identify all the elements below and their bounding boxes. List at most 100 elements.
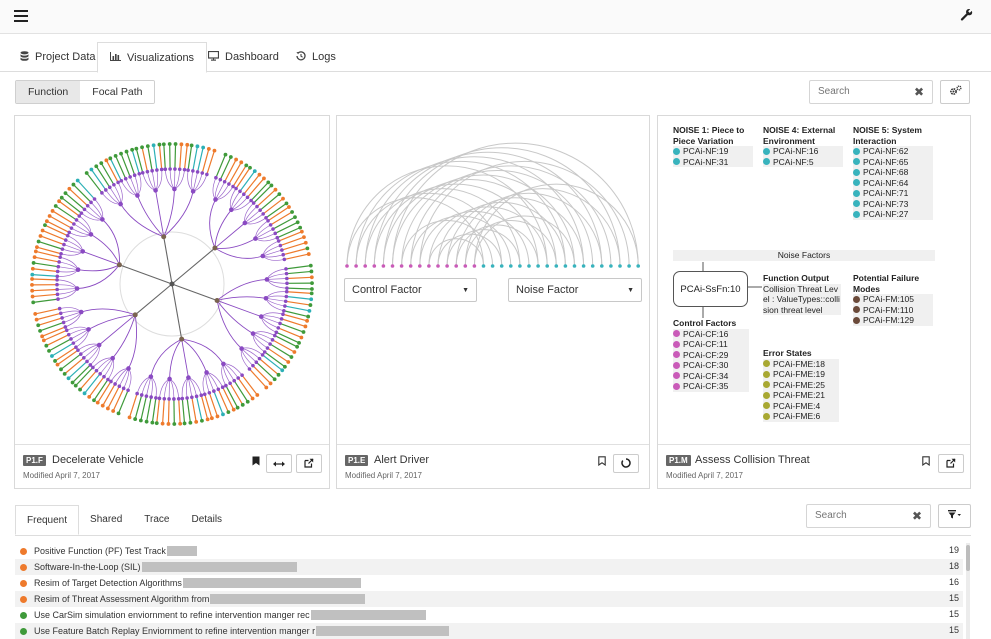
factor-item[interactable]: PCAi-NF:64 <box>853 177 933 188</box>
leaf-node <box>176 397 181 401</box>
leaf-node <box>283 304 287 308</box>
factor-item[interactable]: PCAi-FM:129 <box>853 315 933 326</box>
refresh-button[interactable] <box>613 454 639 473</box>
open-external-button[interactable] <box>938 454 964 473</box>
factor-item[interactable]: PCAi-FME:4 <box>763 400 839 411</box>
list-item-count: 15 <box>948 625 959 635</box>
noise-factor-dropdown[interactable]: Noise Factor ▼ <box>508 278 642 302</box>
leaf-node <box>280 248 284 252</box>
factor-item[interactable]: PCAi-FME:6 <box>763 411 839 422</box>
factor-label: PCAi-NF:68 <box>863 167 909 177</box>
list-item[interactable]: Positive Function (PF) Test Track 19 <box>15 543 963 559</box>
leaf-end <box>250 396 255 401</box>
factor-item[interactable]: PCAi-NF:71 <box>853 188 933 199</box>
open-external-button[interactable] <box>296 454 322 473</box>
leaf-link <box>146 376 152 397</box>
factor-item[interactable]: PCAi-FM:110 <box>853 304 933 315</box>
tab-frequent[interactable]: Frequent <box>15 505 80 535</box>
factor-item[interactable]: PCAi-FME:18 <box>763 358 839 369</box>
wrench-icon[interactable] <box>960 8 973 24</box>
factor-item[interactable]: PCAi-CF:29 <box>673 349 749 360</box>
settings-button[interactable] <box>940 80 970 104</box>
factor-item[interactable]: PCAi-CF:34 <box>673 370 749 381</box>
tab-dashboard[interactable]: Dashboard <box>196 42 291 72</box>
leaf-node <box>55 274 60 279</box>
leaf-node <box>227 182 231 186</box>
branch-node <box>264 277 270 282</box>
branch-node <box>86 327 91 332</box>
list-item[interactable]: Use CarSim simulation enviornment to ref… <box>15 607 963 623</box>
leaf-stem <box>54 346 77 362</box>
radial-tree-graph[interactable] <box>15 116 329 444</box>
bookmark-outline-icon[interactable] <box>598 456 606 469</box>
bookmark-outline-icon[interactable] <box>922 456 930 469</box>
factor-item[interactable]: PCAi-CF:35 <box>673 381 749 392</box>
bookmark-filled-icon[interactable] <box>252 456 260 469</box>
leaf-node <box>150 168 154 173</box>
factor-item[interactable]: PCAi-NF:27 <box>853 209 933 220</box>
branch-node <box>126 366 131 371</box>
scrollbar[interactable] <box>966 543 970 639</box>
factor-item[interactable]: PCAi-NF:65 <box>853 156 933 167</box>
leaf-end <box>63 191 68 196</box>
clear-icon[interactable]: ✖ <box>911 509 922 523</box>
factor-item[interactable]: PCAi-NF:68 <box>853 167 933 178</box>
tab-trace[interactable]: Trace <box>144 514 170 525</box>
tab-visualizations[interactable]: Visualizations <box>97 42 208 73</box>
tab-shared[interactable]: Shared <box>90 514 123 525</box>
leaf-end <box>282 364 287 369</box>
search-input[interactable] <box>818 86 908 97</box>
factor-item[interactable]: PCAi-FME:25 <box>763 379 839 390</box>
main-tabs: Project Data Visualizations Dashboard Lo… <box>0 42 991 73</box>
clear-icon[interactable]: ✖ <box>913 85 924 99</box>
arc-node <box>636 264 640 268</box>
arc-node <box>399 264 404 268</box>
factor-item[interactable]: PCAi-NF:16 <box>763 146 843 157</box>
tab-logs[interactable]: Logs <box>284 42 348 72</box>
arc-node <box>427 264 431 268</box>
factor-item[interactable]: PCAi-FM:105 <box>853 294 933 305</box>
leaf-end <box>47 349 51 353</box>
branch-link <box>163 191 194 238</box>
factor-item[interactable]: PCAi-FME:19 <box>763 369 839 380</box>
collapse-button[interactable] <box>266 454 292 473</box>
arc-link <box>419 160 630 267</box>
function-toggle-button[interactable]: Function <box>16 81 81 103</box>
list-item[interactable]: Use Feature Batch Replay Enviornment to … <box>15 623 963 639</box>
leaf-stem <box>49 215 72 229</box>
leaf-end <box>34 317 39 322</box>
factor-item[interactable]: PCAi-CF:16 <box>673 328 749 339</box>
branch-node <box>153 188 158 193</box>
factor-item[interactable]: PCAi-NF:19 <box>673 146 753 157</box>
list-item[interactable]: Resim of Target Detection Algorithms 16 <box>15 575 963 591</box>
tab-project-data[interactable]: Project Data <box>8 42 108 72</box>
tab-details[interactable]: Details <box>191 514 223 525</box>
hamburger-icon[interactable] <box>14 10 28 22</box>
center-node[interactable]: PCAi-SsFn:10 <box>673 271 748 307</box>
arc-link <box>446 197 585 267</box>
factor-label: PCAi-CF:34 <box>683 370 729 381</box>
factor-item[interactable]: PCAi-NF:5 <box>763 156 843 167</box>
factor-item[interactable]: PCAi-NF:62 <box>853 146 933 157</box>
arc-link <box>346 197 484 267</box>
factor-item[interactable]: PCAi-CF:11 <box>673 339 749 350</box>
leaf-end <box>40 334 45 339</box>
search-input[interactable] <box>815 510 905 521</box>
filter-button[interactable] <box>938 504 971 528</box>
factor-item[interactable]: PCAi-FME:21 <box>763 390 839 401</box>
leaf-node <box>154 396 158 400</box>
leaf-node <box>245 195 250 200</box>
factor-item[interactable]: PCAi-NF:73 <box>853 198 933 209</box>
leaf-end <box>194 419 199 424</box>
factor-item[interactable]: PCAi-NF:31 <box>673 156 753 167</box>
focal-path-toggle-button[interactable]: Focal Path <box>80 81 155 103</box>
connector-lines <box>702 262 704 318</box>
scrollbar-thumb[interactable] <box>966 545 970 571</box>
list-item[interactable]: Resim of Threat Assessment Algorithm fro… <box>15 591 963 607</box>
list-item[interactable]: Software-In-the-Loop (SIL) 18 <box>15 559 963 575</box>
control-factor-dropdown[interactable]: Control Factor ▼ <box>344 278 477 302</box>
leaf-node <box>107 185 112 190</box>
factor-item[interactable]: PCAi-CF:30 <box>673 360 749 371</box>
leaf-stem <box>86 172 103 194</box>
arc-diagram[interactable] <box>337 116 649 276</box>
